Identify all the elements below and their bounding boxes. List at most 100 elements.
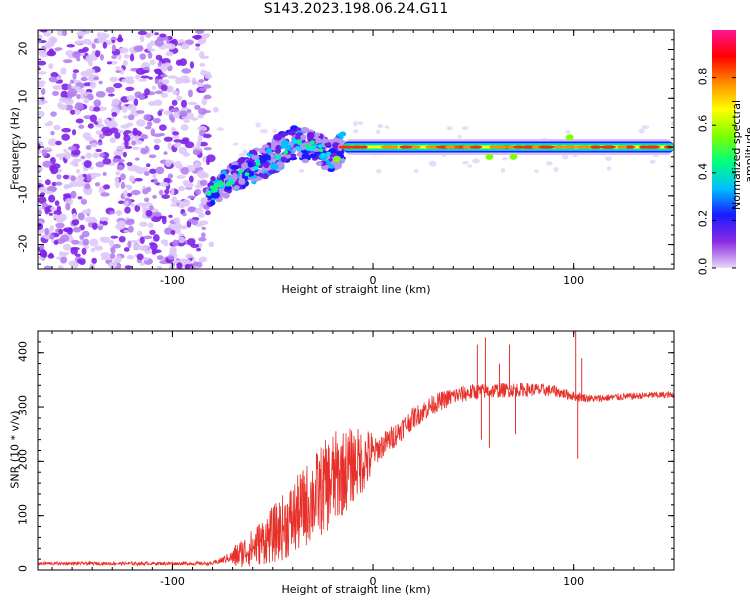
noise-blob bbox=[38, 222, 44, 231]
noise-blob bbox=[82, 238, 89, 246]
noise-blob bbox=[44, 206, 50, 215]
noise-blob bbox=[109, 137, 117, 144]
noise-blob bbox=[53, 239, 59, 245]
noise-blob bbox=[156, 265, 163, 269]
carrier-peak bbox=[469, 145, 483, 149]
top-xtick-label: 0 bbox=[369, 274, 377, 287]
noise-blob bbox=[60, 234, 70, 243]
noise-blob bbox=[43, 265, 53, 269]
colorbar-tick-label: 0.6 bbox=[696, 114, 710, 133]
noise-blob bbox=[126, 255, 135, 260]
noise-blob bbox=[55, 214, 63, 223]
noise-blob bbox=[185, 253, 193, 259]
noise-blob bbox=[53, 124, 61, 131]
noise-blob bbox=[141, 256, 149, 261]
carrier-peak bbox=[492, 145, 508, 149]
noise-blob bbox=[90, 216, 96, 223]
noise-blob bbox=[152, 234, 160, 242]
noise-blob bbox=[152, 173, 157, 179]
noise-blob bbox=[43, 30, 52, 37]
noise-blob bbox=[194, 188, 202, 195]
track-hot-blob bbox=[211, 188, 217, 193]
noise-blob bbox=[89, 238, 99, 247]
noise-blob bbox=[184, 141, 195, 149]
noise-blob bbox=[148, 168, 157, 174]
noise-blob bbox=[75, 88, 86, 94]
carrier-peak bbox=[399, 145, 413, 149]
noise-blob bbox=[139, 53, 146, 60]
noise-blob bbox=[199, 179, 208, 187]
track-hot-blob bbox=[292, 139, 298, 144]
noise-blob bbox=[187, 206, 196, 213]
noise-blob bbox=[70, 190, 77, 199]
noise-blob bbox=[97, 117, 103, 125]
noise-blob bbox=[196, 170, 207, 178]
noise-blob bbox=[154, 78, 159, 85]
noise-blob bbox=[63, 151, 72, 160]
noise-blob bbox=[170, 203, 178, 207]
noise-blob bbox=[48, 76, 59, 83]
noise-blob bbox=[124, 206, 131, 214]
noise-blob bbox=[110, 235, 119, 239]
noise-blob bbox=[95, 90, 106, 98]
noise-blob bbox=[49, 225, 54, 232]
noise-blob bbox=[77, 212, 85, 221]
noise-blob bbox=[43, 147, 52, 151]
noise-blob bbox=[38, 209, 42, 216]
noise-blob bbox=[163, 177, 171, 184]
track-blob bbox=[339, 131, 347, 137]
track-hot-blob bbox=[255, 161, 261, 166]
noise-blob bbox=[72, 226, 82, 233]
carrier-peak bbox=[639, 145, 648, 149]
noise-blob bbox=[94, 50, 101, 58]
noise-blob bbox=[202, 133, 212, 139]
noise-blob bbox=[178, 236, 186, 244]
noise-blob bbox=[123, 134, 131, 143]
noise-blob bbox=[138, 78, 147, 82]
noise-blob bbox=[135, 167, 145, 175]
noise-blob bbox=[72, 72, 77, 80]
noise-blob bbox=[105, 86, 115, 93]
noise-blob bbox=[179, 110, 188, 117]
noise-blob bbox=[196, 140, 201, 147]
noise-blob bbox=[130, 239, 139, 244]
noise-blob bbox=[98, 80, 103, 85]
noise-blob bbox=[73, 163, 79, 167]
noise-blob bbox=[116, 254, 122, 263]
track-hot-blob bbox=[320, 152, 326, 157]
faint-blob bbox=[298, 169, 305, 173]
noise-blob bbox=[120, 124, 130, 129]
track-blob bbox=[315, 137, 322, 144]
track-hot-blob bbox=[283, 150, 289, 155]
noise-blob bbox=[167, 255, 175, 260]
faint-blob bbox=[638, 128, 645, 134]
track-hot-blob bbox=[326, 151, 332, 156]
noise-blob bbox=[62, 174, 70, 180]
snr-line bbox=[38, 382, 674, 568]
noise-blob bbox=[62, 30, 68, 37]
noise-blob bbox=[163, 110, 172, 116]
noise-blob bbox=[201, 34, 210, 39]
bottom-ytick-label: 0 bbox=[16, 565, 30, 572]
colorbar-label: Normalized spectral amplitude bbox=[730, 99, 750, 211]
faint-blob bbox=[500, 168, 506, 174]
noise-blob bbox=[178, 39, 186, 44]
track-blob bbox=[219, 173, 226, 180]
noise-blob bbox=[38, 196, 47, 205]
track-hot-blob bbox=[276, 154, 282, 159]
noise-blob bbox=[179, 258, 188, 263]
noise-blob bbox=[170, 229, 176, 236]
noise-blob bbox=[83, 188, 93, 196]
noise-blob bbox=[173, 139, 182, 143]
noise-blob bbox=[121, 105, 128, 113]
noise-blob bbox=[125, 86, 135, 92]
top-ylabel: Frequency (Hz) bbox=[8, 107, 22, 190]
noise-blob bbox=[38, 167, 44, 172]
noise-blob bbox=[63, 227, 73, 232]
noise-blob bbox=[80, 198, 88, 205]
carrier-peak bbox=[553, 145, 565, 149]
noise-blob bbox=[38, 65, 41, 71]
noise-blob bbox=[122, 59, 128, 67]
track-hot-blob bbox=[295, 146, 301, 151]
noise-blob bbox=[65, 202, 71, 211]
